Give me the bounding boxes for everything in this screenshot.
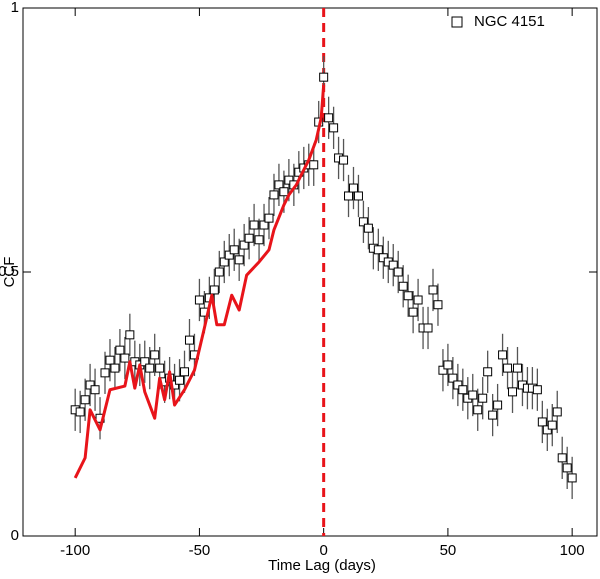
data-point [105,355,115,365]
data-point [498,350,508,360]
data-point [503,363,513,373]
data-point [229,245,239,255]
data-point [209,285,219,295]
data-point [453,380,463,390]
data-point [473,405,483,415]
data-point [279,187,289,197]
data-point [413,295,423,305]
data-point [125,330,135,340]
data-point [219,257,229,267]
data-point [512,363,522,373]
data-point [80,395,90,405]
data-point [408,307,418,317]
x-tick-label: 50 [440,542,457,559]
data-point [428,285,438,295]
data-point [319,72,329,82]
data-point [284,175,294,185]
data-point [547,420,557,430]
legend-label: NGC 4151 [474,13,545,30]
x-tick-label: 0 [319,542,327,559]
data-point [542,425,552,435]
data-point [562,463,572,473]
y-tick-label: 0.5 [0,263,19,280]
data-point [309,160,319,170]
ccf-line [73,84,326,479]
data-point [438,365,448,375]
data-point [110,363,120,373]
data-point [150,350,160,360]
data-point [537,417,547,427]
data-point [100,368,110,378]
data-point [458,385,468,395]
data-point [353,191,363,201]
data-point [254,235,264,245]
data-point [348,183,358,193]
data-point [567,473,577,483]
data-point [115,345,125,355]
data-point [239,240,249,250]
data-point [363,223,373,233]
data-point [90,385,100,395]
data-point [433,300,443,310]
data-point [234,255,244,265]
data-point [75,407,85,417]
data-point [329,123,339,133]
data-point [155,363,165,373]
data-point [448,373,458,383]
data-point [264,213,274,223]
y-axis-label: CCF [1,257,18,288]
data-point [324,113,334,123]
plot-frame [22,7,598,537]
data-point [175,375,185,385]
data-point [344,191,354,201]
x-axis-label: Time Lag (days) [268,557,376,574]
data-point [532,385,542,395]
data-point [249,220,259,230]
data-point [478,393,488,403]
data-point [140,357,150,367]
x-tick-label: 100 [560,542,585,559]
data-point [184,335,194,345]
data-point [488,410,498,420]
legend-marker [451,16,463,28]
data-point [120,353,130,363]
data-point [393,267,403,277]
data-point [557,453,567,463]
data-point [244,233,254,243]
data-point [269,190,279,200]
data-point [194,295,204,305]
data-point [259,220,269,230]
data-point [214,267,224,277]
x-tick-label: -50 [189,542,211,559]
data-point [468,390,478,400]
data-point [508,387,518,397]
data-point [85,380,95,390]
data-point [339,155,349,165]
y-tick-label: 0 [11,527,19,544]
data-point [388,260,398,270]
data-point [398,281,408,291]
data-point [552,407,562,417]
y-tick-label: 1 [11,0,19,16]
data-point [145,363,155,373]
data-point [403,291,413,301]
data-point [373,245,383,255]
data-point [443,360,453,370]
data-point [358,217,368,227]
data-point [493,400,503,410]
data-point [224,250,234,260]
data-point [483,367,493,377]
data-point [423,323,433,333]
x-tick-label: -100 [60,542,90,559]
data-point [274,180,284,190]
data-point [180,367,190,377]
